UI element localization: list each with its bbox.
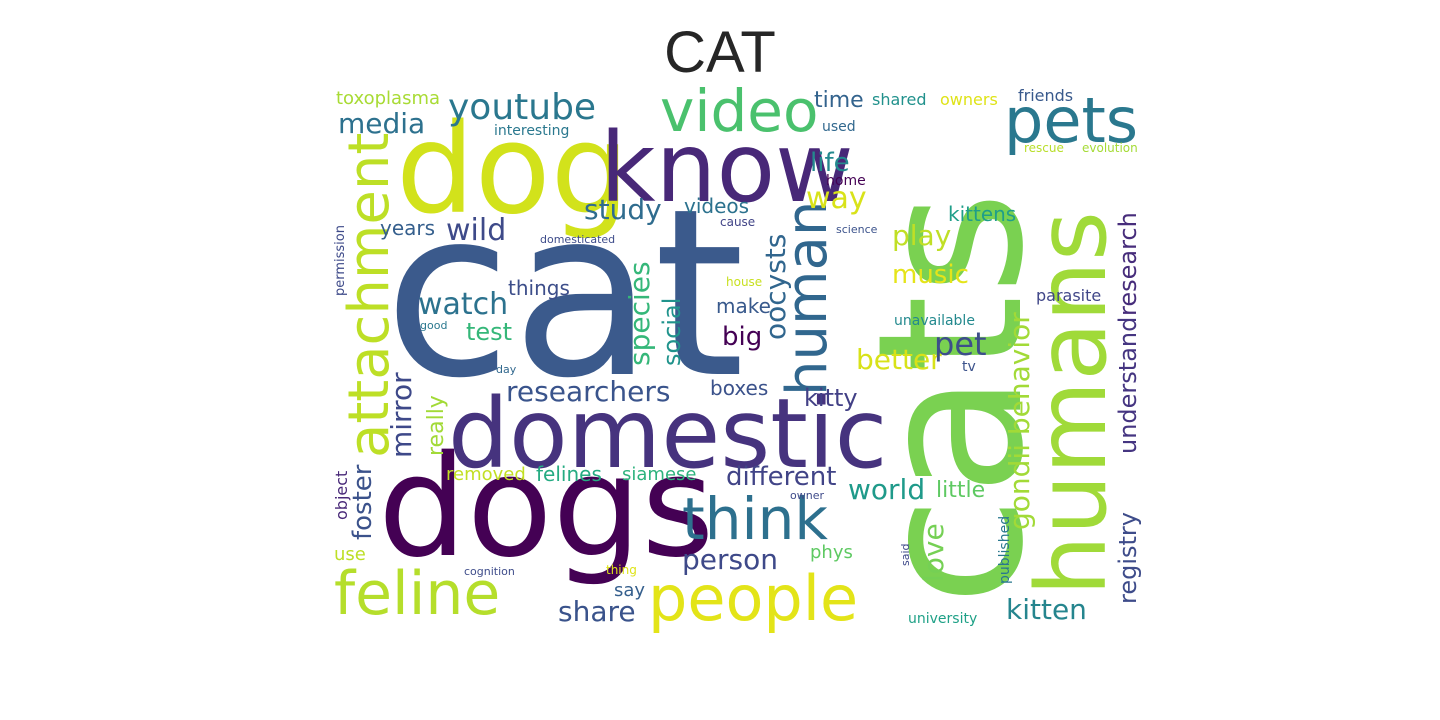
word-rescue: rescue [1024, 141, 1064, 155]
word-used: used [822, 119, 856, 135]
word-understand: understand [1114, 316, 1142, 454]
word-said: said [899, 543, 912, 566]
word-owner: owner [790, 489, 824, 502]
word-phys: phys [810, 542, 853, 563]
word-way: way [806, 181, 867, 216]
word-university: university [908, 611, 978, 627]
word-house: house [726, 275, 763, 289]
word-study: study [584, 193, 662, 226]
word-wild: wild [446, 213, 507, 248]
page-title: CAT [664, 20, 776, 85]
word-friends: friends [1018, 86, 1074, 105]
word-unavailable: unavailable [894, 313, 975, 329]
word-cause: cause [720, 215, 756, 229]
word-thing: thing [606, 563, 637, 577]
word-play: play [892, 219, 952, 252]
word-watch: watch [418, 287, 509, 322]
word-boxes: boxes [710, 376, 769, 400]
word-kittens: kittens [948, 202, 1017, 226]
word-test: test [466, 318, 513, 346]
word-felines: felines [536, 462, 602, 486]
word-home: home [826, 173, 866, 189]
word-humans: humans [1016, 211, 1128, 596]
word-cat: cat [384, 159, 745, 429]
word-youtube: youtube [448, 87, 597, 128]
word-owners: owners [940, 90, 998, 109]
word-videos: videos [684, 194, 750, 218]
word-dog: dog [396, 98, 630, 242]
word-species: species [623, 261, 656, 366]
word-siamese: siamese [622, 464, 697, 485]
word-say: say [614, 580, 646, 601]
word-permission: permission [333, 225, 348, 296]
word-people: people [648, 562, 859, 635]
word-share: share [558, 595, 636, 628]
word-shared: shared [872, 90, 927, 109]
word-published: published [997, 515, 1013, 584]
word-things: things [508, 276, 570, 300]
word-good: good [420, 319, 448, 332]
word-interesting: interesting [494, 123, 570, 139]
word-toxoplasma: toxoplasma [336, 88, 441, 109]
word-little: little [936, 478, 986, 503]
word-tv: tv [962, 359, 976, 375]
word-video: video [660, 77, 819, 145]
word-gondii-behavior: gondii behavior [1003, 312, 1036, 530]
word-mirror: mirror [385, 372, 418, 458]
word-oocysts: oocysts [759, 233, 792, 340]
word-kitty: kitty [804, 384, 858, 412]
word-day: day [496, 363, 517, 376]
word-parasite: parasite [1036, 286, 1102, 305]
word-better: better [856, 343, 942, 376]
word-really: really [424, 395, 449, 456]
word-life: life [810, 148, 850, 178]
word-cognition: cognition [464, 565, 515, 578]
word-research: research [1114, 212, 1142, 316]
word-evolution: evolution [1082, 141, 1138, 155]
word-love: love [917, 523, 950, 582]
word-different: different [726, 462, 837, 492]
word-dogs: dogs [378, 426, 715, 589]
word-think: think [682, 485, 828, 553]
word-domestic: domestic [448, 378, 888, 490]
word-make: make [716, 294, 771, 318]
word-media: media [338, 107, 426, 140]
word-researchers: researchers [506, 375, 671, 408]
word-pet: pet [934, 325, 987, 363]
word-years: years [380, 216, 436, 240]
word-domesticated: domesticated [540, 233, 616, 246]
word-removed: removed [446, 464, 526, 485]
word-big: big [722, 322, 763, 352]
word-kitten: kitten [1006, 593, 1087, 626]
word-time: time [814, 88, 864, 113]
word-feline: feline [334, 559, 501, 629]
word-registry: registry [1114, 512, 1142, 604]
word-music: music [892, 260, 969, 290]
word-person: person [682, 543, 778, 576]
word-world: world [848, 473, 926, 506]
word-social: social [658, 297, 686, 366]
word-foster: foster [348, 464, 378, 541]
word-object: object [332, 470, 351, 520]
word-pets: pets [1004, 84, 1139, 157]
word-use: use [334, 544, 366, 565]
word-science: science [836, 223, 878, 236]
word-know: know [600, 112, 854, 224]
